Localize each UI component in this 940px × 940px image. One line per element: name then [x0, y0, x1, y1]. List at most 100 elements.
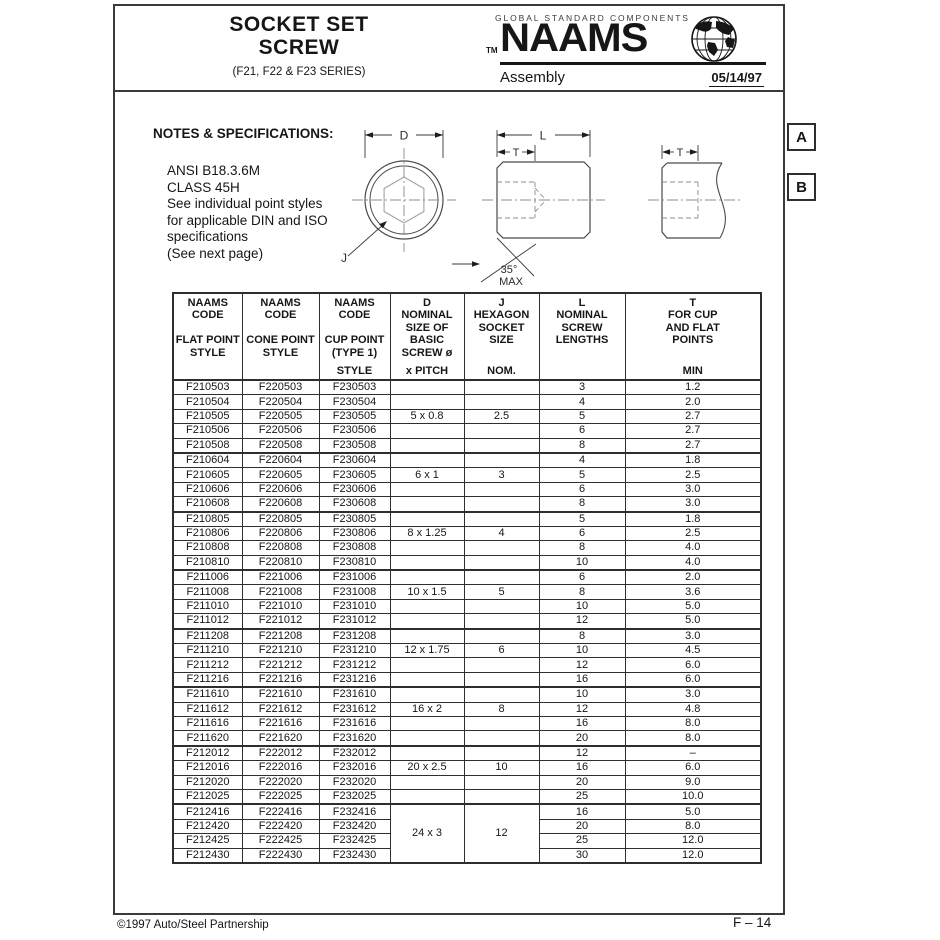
table-cell: 6.0 [624, 657, 762, 673]
table-cell: 5 [538, 510, 626, 527]
table-cell: 20 [538, 730, 626, 747]
table-row: F212425 F222425 F232425 25 12.0 [172, 833, 762, 849]
table-cell: 12 [538, 701, 626, 717]
table-cell [463, 715, 540, 732]
table-cell: F221008 [241, 584, 320, 600]
table-cell: 8 [538, 627, 626, 645]
table-row: F210505 F220505 F230505 5 x 0.8 2.5 5 2.7 [172, 408, 762, 425]
table-cell: F230503 [318, 379, 391, 396]
table-cell [463, 379, 540, 396]
page-title-line2: SCREW [258, 36, 340, 59]
table-row: F210508 F220508 F230508 8 2.7 [172, 437, 762, 454]
notes-line: ANSI B18.3.6M [167, 163, 261, 178]
table-cell [463, 671, 540, 688]
table-cell: F231006 [318, 569, 391, 586]
table-cell [389, 686, 465, 703]
table-cell: F211612 [172, 701, 243, 717]
table-cell: F231208 [318, 627, 391, 645]
table-cell [389, 451, 465, 469]
table-cell: F221006 [241, 569, 320, 586]
table-cell: F230504 [318, 394, 391, 410]
column-header: NAAMS CODE FLAT POINT STYLE [172, 292, 243, 381]
table-cell: 6 x 1 [389, 467, 465, 483]
table-cell: 6 [463, 643, 540, 659]
table-cell: 12.0 [624, 847, 762, 864]
table-cell: F222016 [241, 760, 320, 776]
table-cell: F212420 [172, 818, 243, 835]
table-cell: F232425 [318, 833, 391, 849]
table-cell [389, 540, 465, 556]
table-row: F211212 F221212 F231212 12 6.0 [172, 657, 762, 673]
table-cell: F220810 [241, 554, 320, 571]
table-cell [389, 744, 465, 762]
table-cell: 4 [463, 525, 540, 542]
table-cell [389, 510, 465, 527]
table-cell: 1.2 [624, 379, 762, 396]
table-cell: F222025 [241, 788, 320, 805]
table-cell: 6.0 [624, 671, 762, 688]
notes-line: for applicable DIN and ISO [167, 212, 328, 228]
table-cell: F231216 [318, 671, 391, 688]
table-cell [463, 788, 540, 805]
table-cell: 12 [463, 803, 540, 864]
table-cell: 2.5 [463, 408, 540, 425]
table-cell: F232420 [318, 818, 391, 835]
table-cell: F210606 [172, 481, 243, 498]
table-cell: 10 [538, 686, 626, 703]
column-header: L NOMINAL SCREW LENGTHS [538, 292, 626, 381]
table-cell: F232025 [318, 788, 391, 805]
table-cell: F210810 [172, 554, 243, 571]
table-cell: F210605 [172, 467, 243, 483]
table-cell: 8 [538, 584, 626, 600]
table-cell: F211212 [172, 657, 243, 673]
notes-line: specifications [167, 229, 249, 244]
table-cell: F210806 [172, 525, 243, 542]
table-cell [389, 774, 465, 790]
dim-label-t-side: T [513, 147, 520, 159]
table-cell: F210508 [172, 437, 243, 454]
table-cell: 10 x 1.5 [389, 584, 465, 600]
table-cell: F220808 [241, 540, 320, 556]
table-row: F212025 F222025 F232025 25 10.0 [172, 788, 762, 805]
table-cell: 12.0 [624, 833, 762, 849]
table-cell: 10 [538, 554, 626, 571]
notes-line: (See next page) [167, 245, 264, 261]
table-cell: F211208 [172, 627, 243, 645]
table-cell: 2.7 [624, 437, 762, 454]
table-header-row: NAAMS CODE FLAT POINT STYLE NAAMS CODE CONE … [172, 292, 762, 381]
table-cell: 2.7 [624, 408, 762, 425]
table-cell: 2.7 [624, 423, 762, 439]
table-cell: F232012 [318, 744, 391, 762]
table-cell: F210506 [172, 423, 243, 439]
table-cell: 4 [538, 451, 626, 469]
table-cell: F220505 [241, 408, 320, 425]
column-header: NAAMS CODE CUP POINT (TYPE 1) STYLE [318, 292, 391, 381]
table-cell: F232020 [318, 774, 391, 790]
table-cell: F231210 [318, 643, 391, 659]
table-cell: 3.0 [624, 496, 762, 513]
table-cell: 3.0 [624, 686, 762, 703]
dim-label-t-end: T [677, 147, 684, 159]
table-cell: 4.0 [624, 554, 762, 571]
table-cell: 8 x 1.25 [389, 525, 465, 542]
table-cell: F221208 [241, 627, 320, 645]
table-cell [463, 686, 540, 703]
table-cell: 12 [538, 613, 626, 630]
table-cell: F212012 [172, 744, 243, 762]
screw-dimension-drawings: D J L T T 35° MAX [341, 129, 742, 288]
notes-line: CLASS 45H [167, 179, 240, 195]
table-cell: 12 x 1.75 [389, 643, 465, 659]
table-cell: 3.6 [624, 584, 762, 600]
table-cell: F211620 [172, 730, 243, 747]
table-cell: 5 [463, 584, 540, 600]
table-cell: F210808 [172, 540, 243, 556]
table-row: F211616 F221616 F231616 16 8.0 [172, 715, 762, 732]
table-cell: 8.0 [624, 818, 762, 835]
table-cell: 10 [538, 643, 626, 659]
table-row: F211010 F221010 F231010 10 5.0 [172, 598, 762, 615]
dim-label-d: D [400, 129, 409, 143]
table-cell: 4 [538, 394, 626, 410]
table-cell [389, 394, 465, 410]
table-cell: F222020 [241, 774, 320, 790]
table-row: F210608 F220608 F230608 8 3.0 [172, 496, 762, 513]
